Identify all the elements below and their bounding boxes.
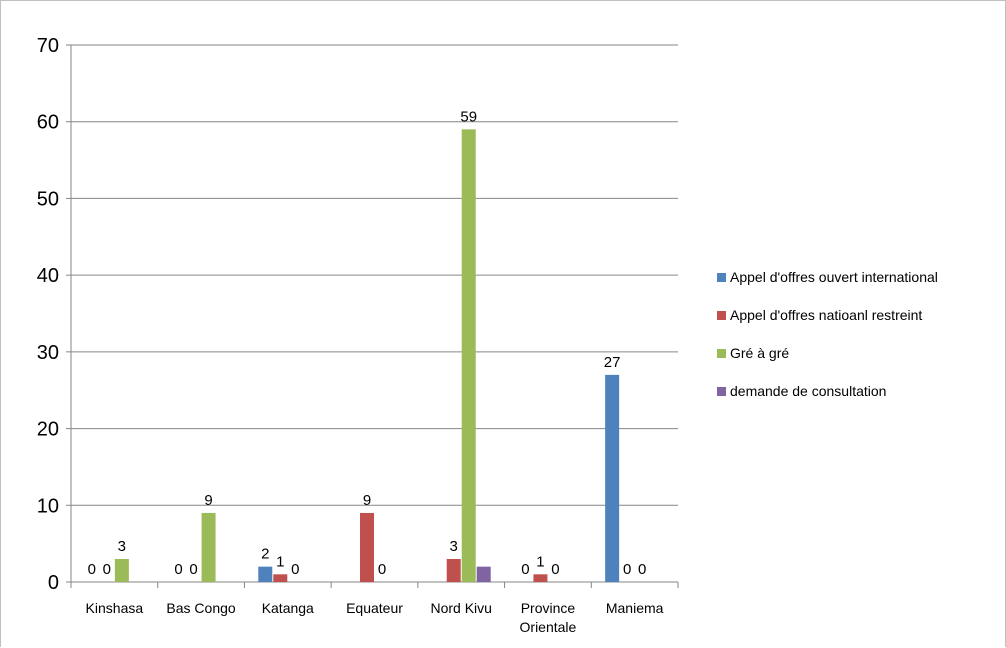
bar (114, 558, 129, 582)
data-label: 0 (291, 561, 299, 578)
data-label: 1 (536, 553, 544, 570)
data-label: 0 (189, 561, 197, 578)
x-category-label-line: Province (521, 600, 576, 616)
legend-swatch (717, 387, 726, 396)
x-category-label: Katanga (262, 600, 314, 616)
x-category-label-line: Orientale (520, 619, 577, 635)
legend-swatch (717, 349, 726, 358)
x-category-label-line: Katanga (262, 600, 314, 616)
legend-swatch (717, 311, 726, 320)
data-label: 9 (363, 492, 371, 509)
data-label: 2 (261, 546, 269, 563)
x-category-label: Kinshasa (86, 600, 144, 616)
bar (533, 574, 548, 582)
y-tick-label: 20 (37, 419, 59, 441)
y-tick-label: 50 (37, 188, 59, 210)
data-label: 3 (450, 538, 458, 555)
legend-swatch (717, 273, 726, 282)
x-category-label: Maniema (606, 600, 664, 616)
data-label: 0 (638, 561, 646, 578)
bar (360, 512, 374, 582)
data-label: 0 (378, 561, 386, 578)
data-label: 0 (551, 561, 559, 578)
legend-label: demande de consultation (730, 383, 886, 399)
legend-label: Gré à gré (730, 345, 789, 361)
data-label: 27 (604, 354, 621, 371)
x-category-label-line: Maniema (606, 600, 664, 616)
x-category-label: Bas Congo (166, 600, 235, 616)
legend: Appel d'offres ouvert international Appel… (717, 269, 938, 399)
bars (114, 129, 620, 582)
bar (461, 129, 476, 582)
x-category-label-line: Kinshasa (86, 600, 144, 616)
y-tick-label: 0 (48, 572, 59, 594)
bar (446, 558, 461, 582)
y-tick-label: 10 (37, 495, 59, 517)
y-tick-label: 30 (37, 342, 59, 364)
data-label: 9 (204, 492, 212, 509)
data-label: 0 (103, 561, 111, 578)
x-category-label-line: Nord Kivu (430, 600, 491, 616)
legend-label: Appel d'offres natioanl restreint (730, 307, 922, 323)
bar (258, 566, 273, 582)
x-category-label: Province Orientale (520, 600, 577, 635)
gridlines (71, 44, 678, 506)
bar (605, 374, 620, 582)
bar (476, 566, 491, 582)
data-label: 0 (623, 561, 631, 578)
data-label: 59 (460, 108, 477, 125)
x-category-label: Equateur (346, 600, 403, 616)
data-label: 0 (88, 561, 96, 578)
data-label: 0 (521, 561, 529, 578)
legend-label: Appel d'offres ouvert international (730, 269, 938, 285)
bar (201, 512, 216, 582)
x-category-label-line: Equateur (346, 600, 403, 616)
y-tick-label: 70 (37, 35, 59, 57)
data-label: 1 (276, 553, 284, 570)
x-category-label-line: Bas Congo (166, 600, 235, 616)
y-tick-label: 60 (37, 112, 59, 134)
data-label: 0 (174, 561, 182, 578)
x-category-label: Nord Kivu (430, 600, 491, 616)
y-tick-label: 40 (37, 265, 59, 287)
bar (273, 574, 288, 582)
data-label: 3 (118, 538, 126, 555)
